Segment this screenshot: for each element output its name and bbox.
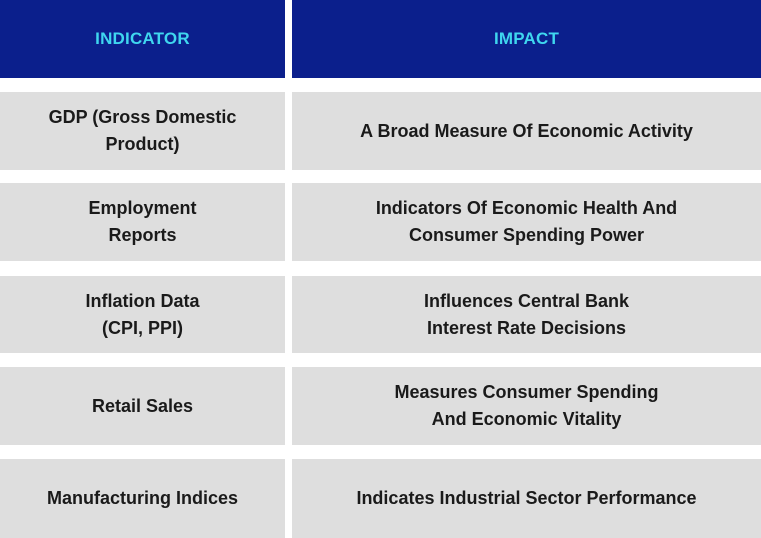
row-impact-retail: Measures Consumer Spending And Economic … xyxy=(292,367,761,445)
header-indicator: INDICATOR xyxy=(0,0,285,78)
header-impact: IMPACT xyxy=(292,0,761,78)
row-indicator-gdp: GDP (Gross Domestic Product) xyxy=(0,92,285,170)
row-impact-gdp: A Broad Measure Of Economic Activity xyxy=(292,92,761,170)
row-indicator-manufacturing: Manufacturing Indices xyxy=(0,459,285,538)
row-indicator-employment: Employment Reports xyxy=(0,183,285,261)
row-indicator-retail: Retail Sales xyxy=(0,367,285,445)
row-impact-inflation: Influences Central Bank Interest Rate De… xyxy=(292,276,761,353)
row-impact-manufacturing: Indicates Industrial Sector Performance xyxy=(292,459,761,538)
row-indicator-inflation: Inflation Data (CPI, PPI) xyxy=(0,276,285,353)
row-impact-employment: Indicators Of Economic Health And Consum… xyxy=(292,183,761,261)
